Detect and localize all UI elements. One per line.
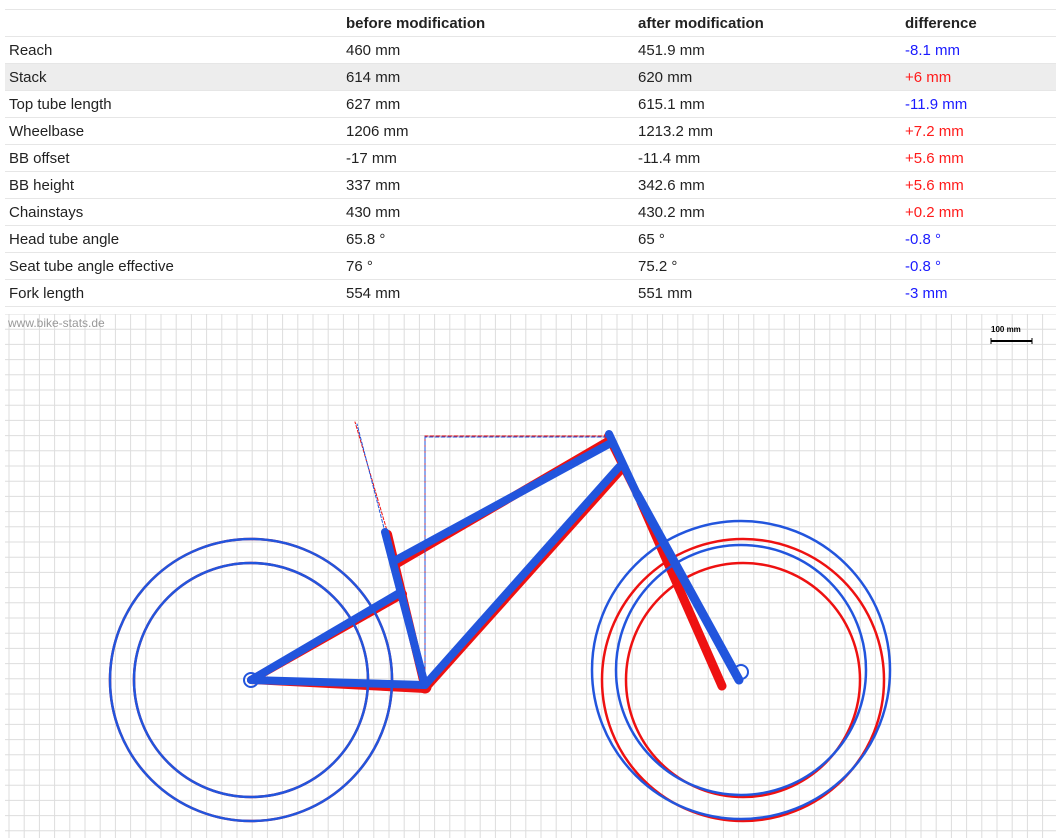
seatpost-extension-after xyxy=(356,423,386,533)
table-row: Seat tube angle effective 76 ° 75.2 ° -0.8 … xyxy=(5,252,1056,280)
value-before: 614 mm xyxy=(342,63,634,91)
row-label: Reach xyxy=(5,36,342,64)
value-after: 65 ° xyxy=(634,225,901,253)
scale-bar: 100 mm xyxy=(990,325,1033,344)
header-difference: difference xyxy=(901,9,1056,37)
seat-tube-after xyxy=(381,528,429,689)
table-row: Chainstays 430 mm 430.2 mm +0.2 mm xyxy=(5,198,1056,226)
value-difference: -0.8 ° xyxy=(901,252,1056,280)
value-difference: -3 mm xyxy=(901,279,1056,307)
value-after: 1213.2 mm xyxy=(634,117,901,145)
table-row: Fork length 554 mm 551 mm -3 mm xyxy=(5,279,1056,307)
bottom-bracket-after xyxy=(420,678,430,688)
row-label: Head tube angle xyxy=(5,225,342,253)
grid xyxy=(5,314,1056,838)
geometry-table: before modification after modification d… xyxy=(5,9,1056,307)
table-row: Stack 614 mm 620 mm +6 mm xyxy=(5,63,1056,91)
value-after: 430.2 mm xyxy=(634,198,901,226)
value-difference: +5.6 mm xyxy=(901,144,1056,172)
front-tire-inner-before xyxy=(624,561,862,799)
value-before: 554 mm xyxy=(342,279,634,307)
table-row: Head tube angle 65.8 ° 65 ° -0.8 ° xyxy=(5,225,1056,253)
table-row: Top tube length 627 mm 615.1 mm -11.9 mm xyxy=(5,90,1056,118)
site-watermark: www.bike-stats.de xyxy=(7,316,105,330)
value-difference: -8.1 mm xyxy=(901,36,1056,64)
header-label xyxy=(5,9,342,37)
value-before: -17 mm xyxy=(342,144,634,172)
row-label: Wheelbase xyxy=(5,117,342,145)
rear-wheel-after xyxy=(108,537,394,823)
value-after: 342.6 mm xyxy=(634,171,901,199)
front-wheel-after xyxy=(590,519,892,821)
stack-reach-guide-after xyxy=(424,436,610,686)
table-row: Wheelbase 1206 mm 1213.2 mm +7.2 mm xyxy=(5,117,1056,145)
value-difference: +0.2 mm xyxy=(901,198,1056,226)
row-label: Stack xyxy=(5,63,342,91)
value-difference: +5.6 mm xyxy=(901,171,1056,199)
value-after: -11.4 mm xyxy=(634,144,901,172)
row-label: BB offset xyxy=(5,144,342,172)
value-after: 620 mm xyxy=(634,63,901,91)
value-after: 551 mm xyxy=(634,279,901,307)
value-before: 627 mm xyxy=(342,90,634,118)
rear-axle xyxy=(243,672,259,688)
down-tube-after xyxy=(421,463,623,689)
row-label: Fork length xyxy=(5,279,342,307)
seatstay-after xyxy=(247,588,405,684)
front-axle xyxy=(733,664,749,680)
value-after: 75.2 ° xyxy=(634,252,901,280)
value-before: 76 ° xyxy=(342,252,634,280)
value-difference: +7.2 mm xyxy=(901,117,1056,145)
value-before: 1206 mm xyxy=(342,117,634,145)
row-label: Chainstays xyxy=(5,198,342,226)
value-difference: +6 mm xyxy=(901,63,1056,91)
value-after: 615.1 mm xyxy=(634,90,901,118)
value-difference: -11.9 mm xyxy=(901,90,1056,118)
row-label: Top tube length xyxy=(5,90,342,118)
bike-after xyxy=(108,423,892,823)
bike-geometry-drawing: www.bike-stats.de 100 mm xyxy=(5,314,1056,838)
table-header-row: before modification after modification d… xyxy=(5,9,1056,37)
value-after: 451.9 mm xyxy=(634,36,901,64)
table-row: BB height 337 mm 342.6 mm +5.6 mm xyxy=(5,171,1056,199)
front-wheel-before xyxy=(600,537,886,823)
row-label: Seat tube angle effective xyxy=(5,252,342,280)
scale-label: 100 mm xyxy=(991,325,1021,334)
table-row: BB offset -17 mm -11.4 mm +5.6 mm xyxy=(5,144,1056,172)
value-before: 460 mm xyxy=(342,36,634,64)
fork-after xyxy=(632,489,744,685)
value-before: 430 mm xyxy=(342,198,634,226)
chainstay-after xyxy=(247,676,429,689)
value-before: 337 mm xyxy=(342,171,634,199)
value-difference: -0.8 ° xyxy=(901,225,1056,253)
header-before: before modification xyxy=(342,9,634,37)
head-tube-after xyxy=(605,430,641,498)
top-tube-after xyxy=(392,440,613,564)
table-row: Reach 460 mm 451.9 mm -8.1 mm xyxy=(5,36,1056,64)
row-label: BB height xyxy=(5,171,342,199)
header-after: after modification xyxy=(634,9,901,37)
value-before: 65.8 ° xyxy=(342,225,634,253)
front-tire-inner-after xyxy=(614,543,868,797)
